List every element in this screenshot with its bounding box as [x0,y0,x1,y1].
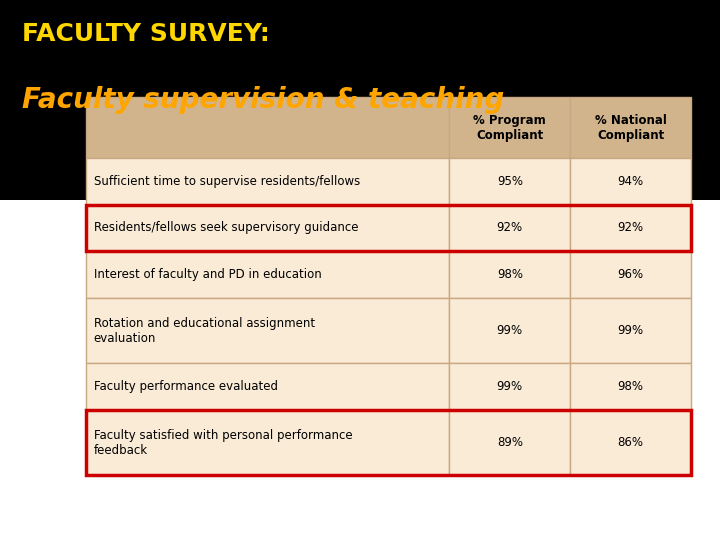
Text: Sufficient time to supervise residents/fellows: Sufficient time to supervise residents/f… [94,175,360,188]
Text: 94%: 94% [618,175,644,188]
Text: 92%: 92% [497,221,523,234]
Text: % National
Compliant: % National Compliant [595,113,667,141]
Text: 96%: 96% [618,268,644,281]
Text: 89%: 89% [497,436,523,449]
Text: 98%: 98% [497,268,523,281]
Text: % Program
Compliant: % Program Compliant [473,113,546,141]
Text: 99%: 99% [497,324,523,337]
Text: 99%: 99% [618,324,644,337]
Text: Faculty supervision & teaching: Faculty supervision & teaching [22,86,504,114]
Text: Faculty satisfied with personal performance
feedback: Faculty satisfied with personal performa… [94,429,352,456]
Text: Residents/fellows seek supervisory guidance: Residents/fellows seek supervisory guida… [94,221,358,234]
Text: 98%: 98% [618,380,644,393]
Text: Interest of faculty and PD in education: Interest of faculty and PD in education [94,268,321,281]
Text: 99%: 99% [497,380,523,393]
Text: 95%: 95% [497,175,523,188]
Text: FACULTY SURVEY:: FACULTY SURVEY: [22,22,269,45]
Text: Faculty performance evaluated: Faculty performance evaluated [94,380,278,393]
Text: Rotation and educational assignment
evaluation: Rotation and educational assignment eval… [94,316,315,345]
Text: 92%: 92% [618,221,644,234]
Text: 86%: 86% [618,436,644,449]
